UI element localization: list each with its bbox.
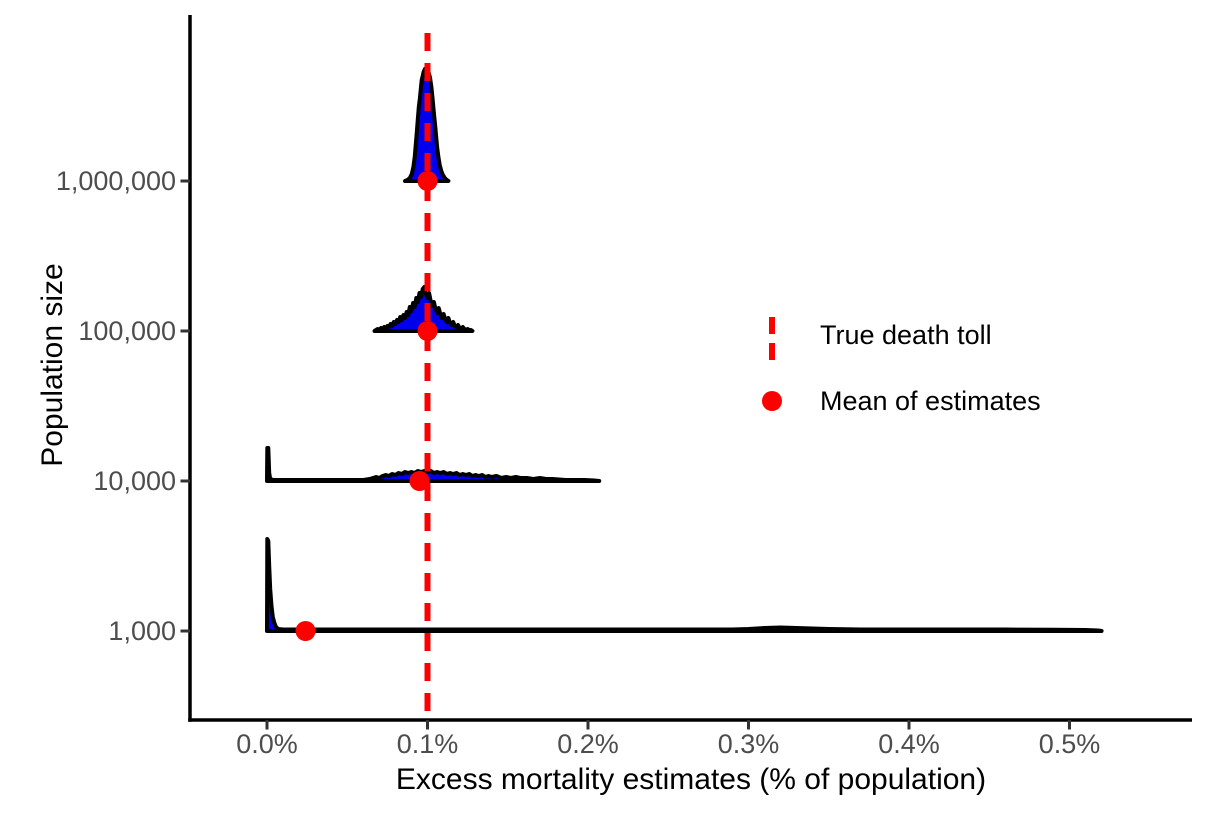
x-axis-title: Excess mortality estimates (% of populat… (396, 763, 986, 796)
y-tick-label: 100,000 (78, 316, 176, 346)
legend: True death toll Mean of estimates (762, 317, 1041, 416)
x-tick-label: 0.5% (1039, 729, 1101, 759)
legend-mean-label: Mean of estimates (820, 386, 1041, 416)
y-axis-ticks: 1,000,000 100,000 10,000 1,000 (56, 166, 190, 646)
y-axis-title: Population size (36, 263, 69, 466)
x-tick-label: 0.4% (878, 729, 940, 759)
density-ridge-100000 (372, 285, 475, 333)
density-ridge-1000 (265, 537, 1104, 633)
mean-dot-10000 (409, 471, 430, 491)
x-tick-label: 0.2% (557, 729, 619, 759)
legend-mean-symbol (762, 391, 782, 411)
mean-dot-1000000 (417, 171, 438, 191)
x-tick-label: 0.0% (236, 729, 298, 759)
density-ridges (265, 66, 1104, 633)
mean-dot-100000 (417, 321, 438, 341)
mean-dots (295, 171, 438, 641)
x-tick-label: 0.1% (397, 729, 459, 759)
y-tick-label: 1,000,000 (56, 166, 176, 196)
y-tick-label: 1,000 (108, 616, 176, 646)
density-ridge-10000 (265, 446, 602, 483)
y-tick-label: 10,000 (93, 466, 176, 496)
legend-true-line-label: True death toll (820, 320, 992, 350)
x-tick-label: 0.3% (718, 729, 780, 759)
x-axis-ticks: 0.0% 0.1% 0.2% 0.3% 0.4% 0.5% (236, 720, 1100, 759)
mean-dot-1000 (295, 621, 316, 641)
